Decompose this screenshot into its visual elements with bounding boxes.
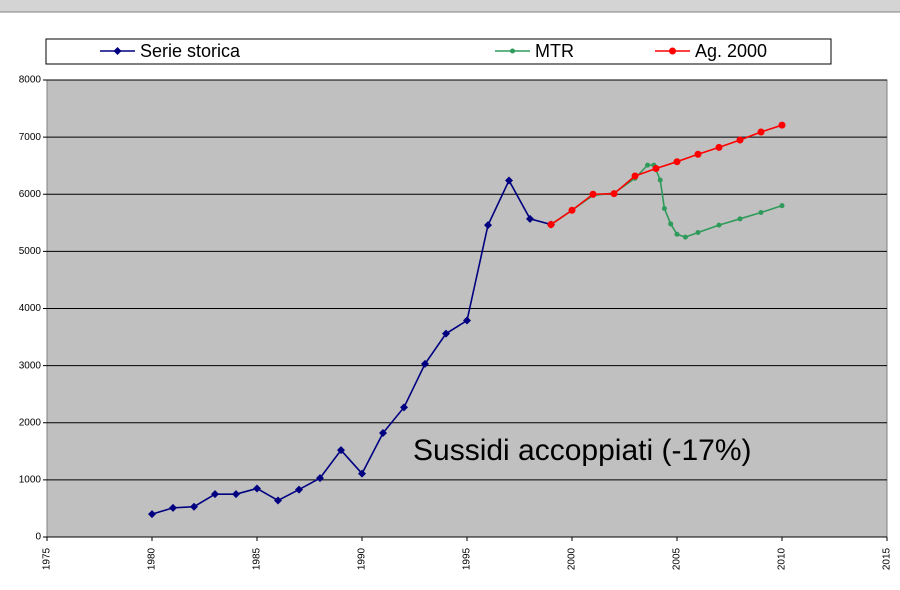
y-tick-label: 5000 [19,246,42,257]
y-tick-label: 0 [35,532,41,543]
x-tick-label: 1980 [147,547,158,570]
y-tick-label: 8000 [19,75,42,86]
data-point [421,359,429,368]
data-point [695,230,701,236]
legend-label: Ag. 2000 [695,41,767,61]
data-point [442,329,450,338]
x-tick-label: 2015 [882,547,893,570]
top-band [0,0,900,12]
data-point [778,121,786,129]
data-point [568,206,576,214]
data-point [716,222,722,228]
data-point [400,403,408,412]
y-tick-label: 3000 [19,360,42,371]
data-point [337,446,345,455]
x-tick-label: 2000 [567,547,578,570]
data-point [484,221,492,230]
data-point [190,502,198,511]
y-tick-label: 1000 [19,475,42,486]
x-tick-label: 2010 [777,547,788,570]
x-tick-label: 1995 [462,547,473,570]
data-point [779,203,785,209]
data-point [547,221,555,229]
data-point [274,496,282,505]
data-point [668,221,674,227]
data-point [232,490,240,499]
data-point [736,136,744,144]
data-point [657,177,663,183]
data-point [673,158,681,166]
annotation: Sussidi accoppiati (-17%) [413,434,751,467]
data-point [694,150,702,158]
x-tick-label: 2005 [672,547,683,570]
x-tick-label: 1985 [252,547,263,570]
data-point [674,231,680,237]
legend-label: MTR [535,41,574,61]
data-point [758,210,764,216]
y-tick-label: 4000 [19,303,42,314]
legend-marker [669,47,676,55]
data-point [631,172,639,180]
x-tick-label: 1990 [357,547,368,570]
y-tick-label: 7000 [19,132,42,143]
y-tick-label: 6000 [19,189,42,200]
data-point [379,429,387,438]
data-point [589,190,597,198]
data-point [652,165,660,173]
data-point [358,469,366,478]
data-point [295,485,303,494]
data-point [169,503,177,512]
data-point [682,234,688,240]
y-tick-label: 2000 [19,417,42,428]
legend-marker [113,47,122,55]
data-point [737,216,743,222]
data-point [715,143,723,151]
data-point [526,214,534,223]
legend-marker [510,48,515,54]
legend [45,38,832,65]
data-point [463,316,471,325]
data-point [253,484,261,493]
data-point [505,176,513,185]
series-line [550,124,783,226]
data-point [757,128,765,136]
data-point [610,190,618,198]
data-point [211,490,219,499]
data-point [316,474,324,483]
data-point [148,510,156,519]
data-point [661,206,667,212]
data-point [645,162,651,168]
x-tick-label: 1975 [42,547,53,570]
legend-label: Serie storica [140,41,241,61]
